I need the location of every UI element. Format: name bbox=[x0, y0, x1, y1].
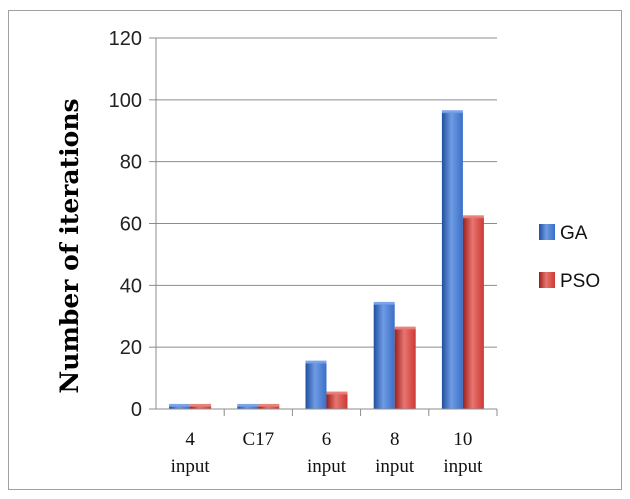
y-tick-label: 120 bbox=[109, 28, 142, 50]
bar-top bbox=[190, 403, 212, 407]
bar-pso-4 bbox=[462, 217, 484, 409]
y-tick-labels: 0 20 40 60 80 100 120 bbox=[109, 28, 142, 421]
x-tick-label: 6 bbox=[322, 429, 332, 450]
x-tick-labels: 4 input C17 6 input 8 input 10 input bbox=[171, 429, 484, 477]
bar-ga-0 bbox=[169, 405, 191, 409]
x-tick-label: input bbox=[307, 456, 347, 477]
x-tick-label: C17 bbox=[242, 429, 274, 450]
legend-label-ga: GA bbox=[560, 223, 588, 244]
y-tick-label: 20 bbox=[120, 337, 142, 359]
legend-label-pso: PSO bbox=[560, 271, 600, 292]
bar-top bbox=[258, 403, 280, 407]
gridlines bbox=[156, 37, 497, 348]
bar-top bbox=[373, 301, 395, 305]
axes bbox=[149, 37, 498, 416]
bars bbox=[169, 110, 484, 409]
y-tick-label: 40 bbox=[120, 275, 142, 297]
bar-ga-1 bbox=[237, 405, 259, 409]
x-tick-label: 8 bbox=[390, 429, 400, 450]
bar-top bbox=[326, 391, 348, 395]
y-tick-label: 100 bbox=[109, 90, 142, 112]
chart-frame bbox=[8, 10, 622, 490]
x-tick-label: 10 bbox=[453, 429, 472, 450]
bar-top bbox=[305, 360, 327, 364]
bar-top bbox=[441, 110, 463, 114]
bar-pso-2 bbox=[326, 393, 348, 409]
y-axis-label: Number of iterations bbox=[55, 98, 84, 393]
bar-pso-0 bbox=[190, 405, 212, 409]
y-tick-label: 60 bbox=[120, 214, 142, 236]
legend-swatch-ga bbox=[539, 224, 555, 240]
x-tick-label: input bbox=[443, 456, 483, 477]
bar-top bbox=[237, 403, 259, 407]
x-tick-label: input bbox=[375, 456, 415, 477]
bar-ga-2 bbox=[305, 362, 327, 409]
bar-ga-4 bbox=[441, 112, 463, 409]
bar-pso-3 bbox=[394, 328, 416, 409]
bar-top bbox=[462, 215, 484, 219]
bar-top bbox=[169, 403, 191, 407]
bar-top bbox=[394, 326, 416, 330]
legend: GA PSO bbox=[539, 223, 600, 292]
y-tick-label: 0 bbox=[131, 399, 142, 421]
y-tick-label: 80 bbox=[120, 152, 142, 174]
bar-pso-1 bbox=[258, 405, 280, 409]
x-tick-label: input bbox=[171, 456, 211, 477]
legend-swatch-pso bbox=[539, 272, 555, 288]
x-tick-label: 4 bbox=[185, 429, 195, 450]
bar-ga-3 bbox=[373, 303, 395, 409]
